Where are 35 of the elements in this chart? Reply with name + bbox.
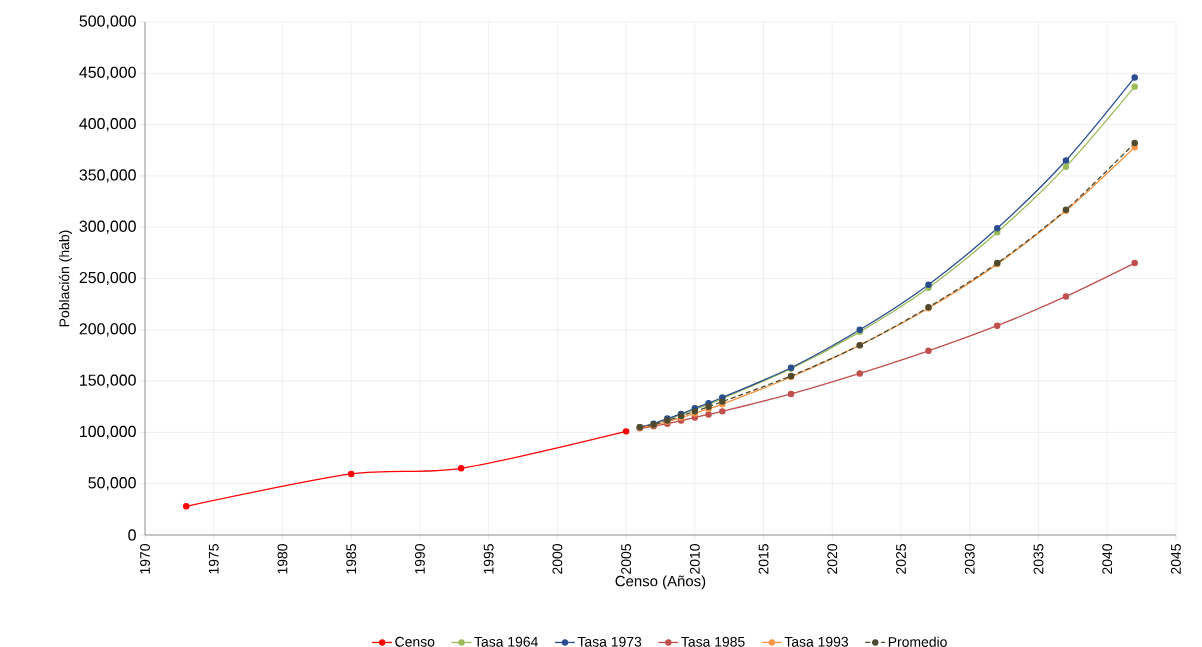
y-tick-label: 300,000 (79, 220, 136, 234)
x-tick-label: 1990 (414, 544, 425, 574)
x-tick-label: 1980 (277, 544, 288, 574)
x-tick-label: 2005 (621, 544, 632, 574)
y-tick-label: 450,000 (79, 66, 136, 80)
x-tick-label: 2000 (552, 544, 563, 574)
x-tick-label: 1970 (140, 544, 150, 574)
legend-label: Tasa 1964 (474, 636, 538, 647)
x-tick-label: 2045 (1170, 544, 1181, 574)
x-tick-label: 1995 (483, 544, 494, 574)
legend-label: Tasa 1973 (577, 636, 642, 647)
y-tick-label: 50,000 (88, 477, 136, 491)
x-tick-label: 2035 (1033, 544, 1044, 574)
legend-label: Tasa 1985 (681, 636, 745, 647)
x-tick-label: 2025 (896, 544, 906, 574)
y-tick-label: 0 (128, 529, 136, 541)
y-tick-label: 150,000 (80, 374, 136, 388)
x-tick-label: 1985 (346, 544, 357, 574)
y-tick-label: 500,000 (79, 15, 136, 29)
y-axis-title: Población (hab) (58, 230, 73, 327)
legend-label: Promedio (888, 636, 947, 647)
x-tick-label: 2030 (964, 544, 975, 574)
y-tick-label: 200,000 (79, 323, 136, 337)
y-tick-label: 250,000 (79, 271, 136, 286)
legend-label: Tasa 1993 (784, 636, 849, 647)
y-tick-label: 100,000 (80, 425, 136, 439)
x-tick-label: 1975 (208, 544, 219, 574)
x-axis-title: Censo (Años) (615, 575, 706, 590)
x-tick-label: 2015 (758, 544, 769, 574)
y-tick-label: 400,000 (79, 118, 136, 132)
y-tick-label: 350,000 (79, 169, 136, 183)
x-tick-label: 2020 (827, 544, 838, 574)
x-tick-label: 2040 (1102, 544, 1113, 574)
legend-label: Censo (395, 636, 435, 647)
x-tick-label: 2010 (689, 544, 700, 574)
